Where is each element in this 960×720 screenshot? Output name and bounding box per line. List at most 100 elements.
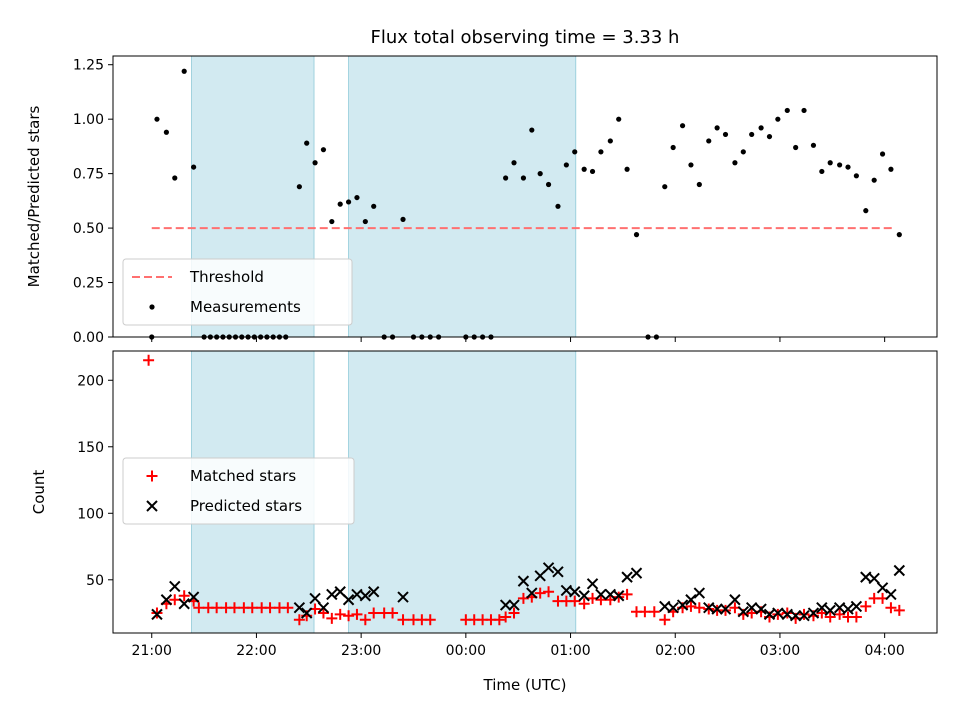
data-point: [685, 594, 697, 606]
data-point: [517, 575, 530, 587]
data-point: [172, 175, 178, 181]
data-point: [793, 144, 799, 151]
plot-frame: [112, 55, 938, 338]
data-point: [317, 607, 329, 619]
y-tick-label: 0.75: [73, 167, 104, 183]
data-point: [334, 608, 346, 620]
data-point: [595, 594, 607, 606]
y-tick-label: 1.25: [73, 58, 104, 74]
data-point: [816, 602, 828, 614]
data-point: [397, 614, 409, 626]
x-tick-label: 23:00: [341, 643, 381, 659]
data-point: [191, 164, 197, 170]
data-point: [529, 127, 535, 133]
data-point: [586, 578, 599, 590]
data-point: [696, 181, 702, 188]
data-point: [693, 587, 706, 599]
data-point: [555, 203, 561, 209]
data-point: [589, 168, 596, 175]
data-point: [745, 602, 758, 614]
data-point: [845, 164, 851, 170]
data-point: [569, 586, 581, 598]
data-point: [893, 564, 906, 577]
data-point: [613, 590, 625, 602]
legend: Threshold Measurements: [122, 258, 353, 326]
data-point: [160, 594, 173, 606]
data-point: [151, 608, 163, 621]
data-point: [749, 131, 755, 138]
data-point: [729, 594, 741, 606]
data-point: [545, 181, 552, 188]
series-predicted-stars: [151, 562, 906, 622]
data-point: [816, 607, 828, 619]
data-point: [526, 587, 538, 599]
data-point: [143, 354, 155, 366]
data-point: [714, 125, 720, 131]
data-point: [163, 129, 169, 135]
data-point: [659, 614, 671, 626]
data-point: [400, 216, 406, 222]
data-point: [500, 611, 512, 623]
y-tick-label: 1.00: [73, 112, 104, 128]
data-point: [766, 133, 773, 140]
data-point: [178, 598, 190, 610]
data-point: [801, 107, 807, 114]
plot-frame: [112, 350, 938, 634]
legend-label: Threshold: [189, 268, 264, 286]
data-point: [508, 599, 520, 611]
data-point: [367, 586, 380, 598]
y-tick-label: 100: [77, 506, 104, 522]
data-point: [517, 592, 529, 604]
data-point: [264, 602, 276, 614]
y-axis-label: Matched/Predicted stars: [25, 106, 43, 288]
data-point: [722, 131, 729, 138]
data-point: [543, 586, 555, 598]
data-point: [737, 606, 750, 618]
x-tick-label: 03:00: [760, 643, 800, 659]
data-point: [885, 588, 897, 601]
data-point: [503, 175, 509, 181]
data-point: [371, 203, 377, 209]
data-point: [187, 591, 200, 603]
data-point: [667, 602, 679, 614]
data-point: [711, 603, 723, 615]
data-point: [359, 590, 372, 602]
data-point: [863, 208, 869, 214]
data-point: [896, 232, 902, 238]
data-point: [169, 580, 181, 593]
data-point: [362, 218, 368, 225]
data-point: [342, 594, 355, 606]
data-point: [621, 571, 633, 583]
data-point: [633, 232, 640, 238]
data-point: [354, 194, 360, 201]
data-point: [755, 603, 767, 615]
data-point: [154, 116, 160, 122]
data-point: [169, 594, 181, 606]
y-tick-label: 0.00: [73, 330, 104, 346]
data-point: [508, 607, 520, 619]
data-point: [397, 591, 409, 603]
data-point: [542, 562, 555, 574]
data-point: [706, 138, 712, 144]
data-point: [679, 123, 686, 129]
data-point: [772, 607, 784, 619]
data-point: [871, 177, 877, 183]
x-tick-label: 01:00: [550, 643, 590, 659]
data-point: [740, 149, 746, 155]
data-point: [572, 149, 578, 155]
data-point: [789, 610, 802, 622]
data-point: [178, 590, 190, 602]
x-tick-label: 04:00: [864, 643, 904, 659]
panel-counts: 21:00 22:00 23:00 00:00 01:00 02:00 03:00 04:00…: [30, 350, 938, 659]
data-point: [578, 590, 590, 602]
data-point: [807, 607, 820, 619]
data-point: [293, 614, 305, 626]
data-point: [746, 607, 758, 619]
data-point: [569, 595, 581, 607]
data-point: [834, 608, 846, 620]
y-tick-label: 0.25: [73, 276, 104, 292]
data-point: [670, 144, 676, 151]
data-point: [853, 173, 859, 179]
data-point: [296, 184, 302, 190]
x-tick-label: 00:00: [446, 643, 486, 659]
